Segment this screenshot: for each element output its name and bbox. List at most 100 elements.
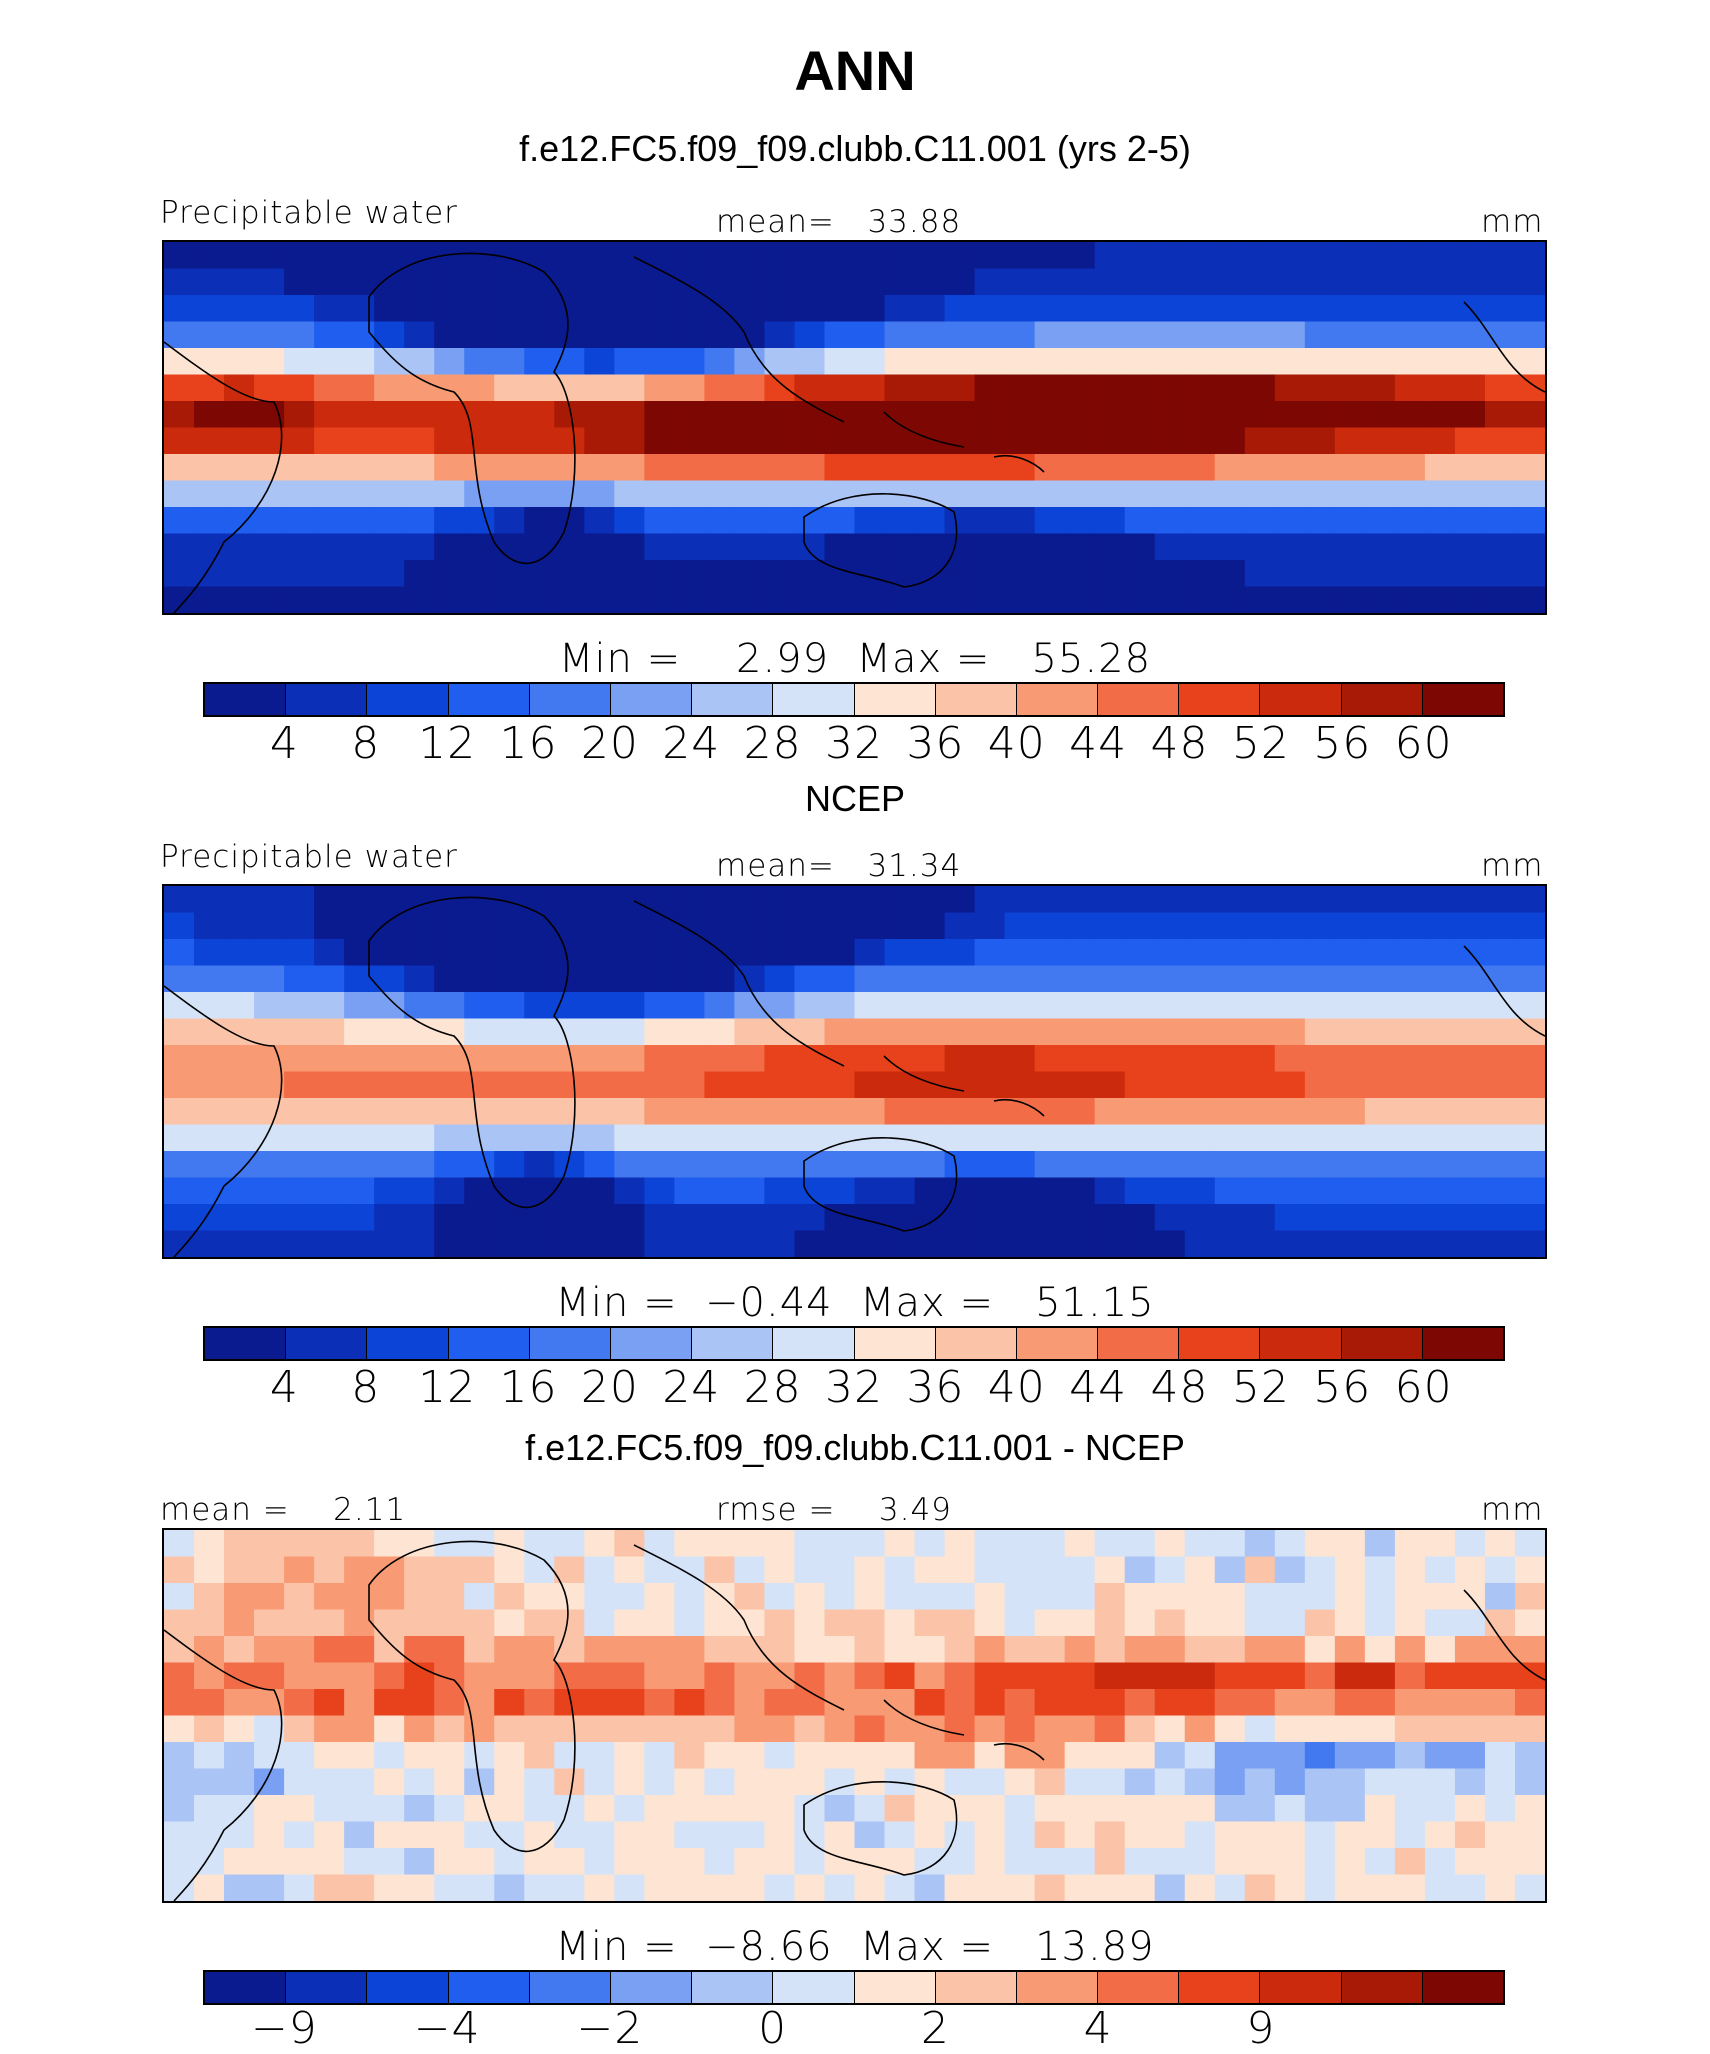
contour-cell (914, 1848, 946, 1876)
contour-cell (1094, 1689, 1126, 1717)
contour-cell (1124, 1662, 1156, 1690)
contour-cell (194, 374, 225, 402)
contour-cell (1364, 1204, 1396, 1232)
contour-cell (674, 886, 705, 914)
contour-cell (464, 1609, 495, 1637)
contour-cell (254, 348, 285, 376)
contour-cell (374, 321, 405, 349)
colorbar-swatch (1260, 684, 1342, 715)
contour-cell (1304, 1715, 1336, 1743)
colorbar-tick-label: 28 (743, 718, 802, 769)
contour-cell (1274, 1151, 1306, 1179)
contour-cell (1154, 1045, 1186, 1073)
contour-cell (284, 242, 315, 270)
contour-cell (1424, 886, 1456, 914)
contour-cell (974, 1662, 1006, 1690)
contour-cell (1484, 912, 1516, 940)
contour-cell (1334, 1742, 1366, 1770)
contour-cell (794, 965, 826, 993)
contour-cell (1274, 1071, 1306, 1099)
contour-cell (284, 454, 315, 482)
contour-cell (374, 1230, 405, 1257)
contour-cell (734, 1662, 766, 1690)
contour-cell (1364, 1689, 1396, 1717)
contour-cell (314, 401, 345, 429)
contour-cell (1334, 1874, 1366, 1901)
contour-cell (1154, 1098, 1186, 1126)
contour-cell (884, 533, 916, 561)
contour-cell (824, 965, 856, 993)
contour-cell (314, 1583, 345, 1611)
contour-cell (284, 1204, 315, 1232)
contour-cell (824, 1795, 856, 1823)
contour-cell (434, 533, 465, 561)
contour-cell (1454, 321, 1486, 349)
contour-cell (1094, 1071, 1126, 1099)
colorbar-swatch (205, 684, 287, 715)
contour-cell (1514, 1768, 1545, 1796)
contour-cell (224, 1874, 255, 1901)
contour-cell (1064, 1556, 1096, 1584)
contour-cell (1454, 1768, 1486, 1796)
contour-cell (854, 912, 886, 940)
contour-cell (524, 321, 555, 349)
contour-cell (1214, 1177, 1246, 1205)
contour-cell (1244, 992, 1276, 1020)
contour-cell (1454, 1124, 1486, 1152)
contour-cell (884, 586, 916, 613)
contour-cell (524, 1177, 555, 1205)
colorbar-tick-label: 48 (1150, 718, 1209, 769)
contour-cell (1514, 586, 1545, 613)
contour-cell (284, 1821, 315, 1849)
panel2-colorbar-ticks: 4 8 12 16 20 24 28 32 36 40 44 48 52 56 60 (203, 1362, 1505, 1413)
contour-cell (464, 1636, 495, 1664)
panel2-title: NCEP (804, 778, 906, 819)
contour-cell (494, 1124, 525, 1152)
contour-cell (1514, 1098, 1545, 1126)
contour-cell (1094, 268, 1126, 296)
contour-cell (404, 1583, 435, 1611)
contour-cell (914, 560, 946, 588)
contour-cell (614, 1124, 645, 1152)
contour-cell (974, 507, 1006, 535)
contour-cell (1094, 1204, 1126, 1232)
contour-cell (1064, 992, 1096, 1020)
contour-cell (794, 507, 826, 535)
contour-cell (944, 1821, 976, 1849)
contour-cell (494, 1045, 525, 1073)
contour-cell (1124, 1018, 1156, 1046)
contour-cell (944, 268, 976, 296)
contour-cell (524, 1151, 555, 1179)
contour-cell (644, 1151, 675, 1179)
contour-cell (1154, 1742, 1186, 1770)
contour-cell (1394, 1151, 1426, 1179)
contour-cell (1274, 1177, 1306, 1205)
contour-cell (494, 1874, 525, 1901)
contour-cell (1034, 321, 1066, 349)
contour-cell (1304, 1874, 1336, 1901)
contour-cell (1364, 965, 1396, 993)
contour-cell (884, 374, 916, 402)
contour-cell (1364, 1098, 1396, 1126)
contour-cell (614, 1821, 645, 1849)
contour-cell (1124, 242, 1156, 270)
contour-cell (764, 1556, 796, 1584)
contour-cell (1184, 586, 1216, 613)
contour-cell (1064, 912, 1096, 940)
contour-cell (1394, 1177, 1426, 1205)
contour-cell (1394, 1230, 1426, 1257)
contour-cell (434, 912, 465, 940)
contour-cell (194, 912, 225, 940)
contour-cell (554, 886, 585, 914)
contour-cell (434, 1636, 465, 1664)
contour-cell (314, 507, 345, 535)
contour-cell (974, 268, 1006, 296)
contour-cell (1244, 1848, 1276, 1876)
contour-cell (1004, 560, 1036, 588)
contour-cell (614, 533, 645, 561)
contour-cell (704, 912, 736, 940)
contour-cell (1004, 1768, 1036, 1796)
contour-cell (164, 401, 195, 429)
contour-cell (1064, 1204, 1096, 1232)
colorbar-tick-label: 20 (580, 1362, 639, 1413)
